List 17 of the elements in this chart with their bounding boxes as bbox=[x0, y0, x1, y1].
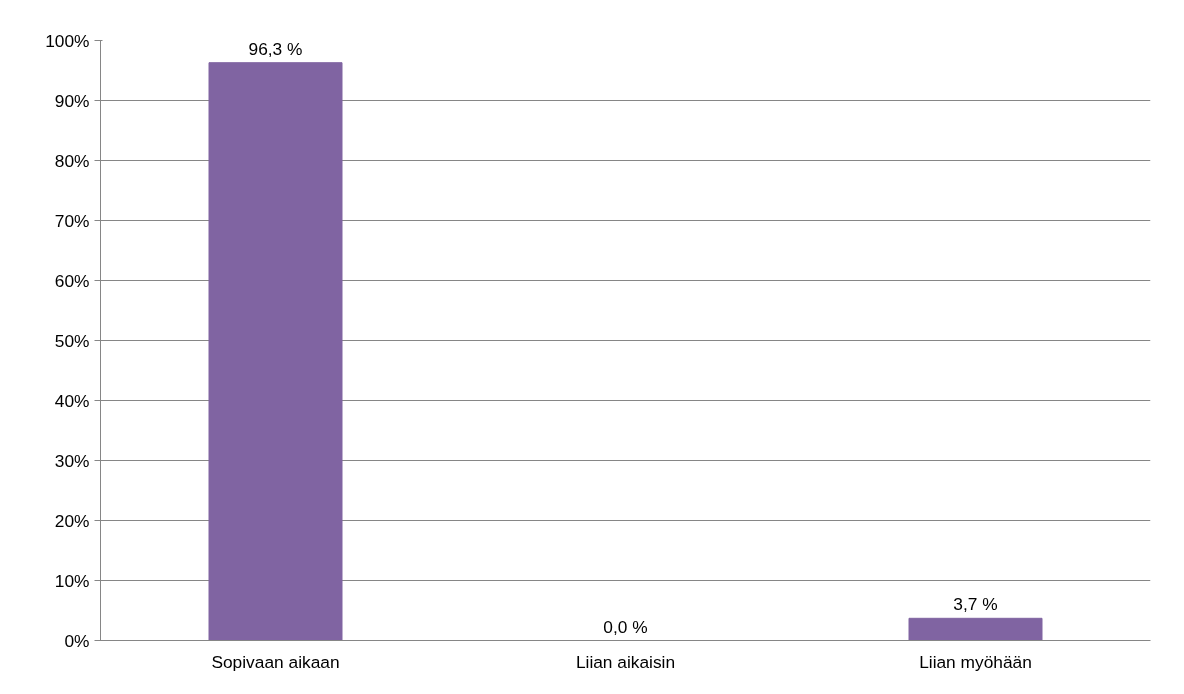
y-tick-label: 10% bbox=[54, 570, 90, 591]
y-tick-label: 20% bbox=[54, 510, 90, 531]
y-tick-label: 0% bbox=[64, 630, 90, 651]
x-tick-label: Liian aikaisin bbox=[575, 651, 676, 672]
x-tick-label: Liian myöhään bbox=[919, 651, 1032, 672]
data-label: 3,7 % bbox=[953, 594, 998, 615]
x-tick-label: Sopivaan aikaan bbox=[211, 651, 340, 672]
y-tick-label: 40% bbox=[54, 390, 90, 411]
data-label: 96,3 % bbox=[248, 38, 303, 59]
y-tick-label: 80% bbox=[54, 150, 90, 171]
y-tick-label: 90% bbox=[54, 90, 90, 111]
y-tick-label: 50% bbox=[54, 330, 90, 351]
y-tick-label: 100% bbox=[45, 30, 90, 51]
data-label: 0,0 % bbox=[603, 616, 648, 637]
y-tick-label: 70% bbox=[54, 210, 90, 231]
y-tick-label: 30% bbox=[54, 450, 90, 471]
y-tick-label: 60% bbox=[54, 270, 90, 291]
